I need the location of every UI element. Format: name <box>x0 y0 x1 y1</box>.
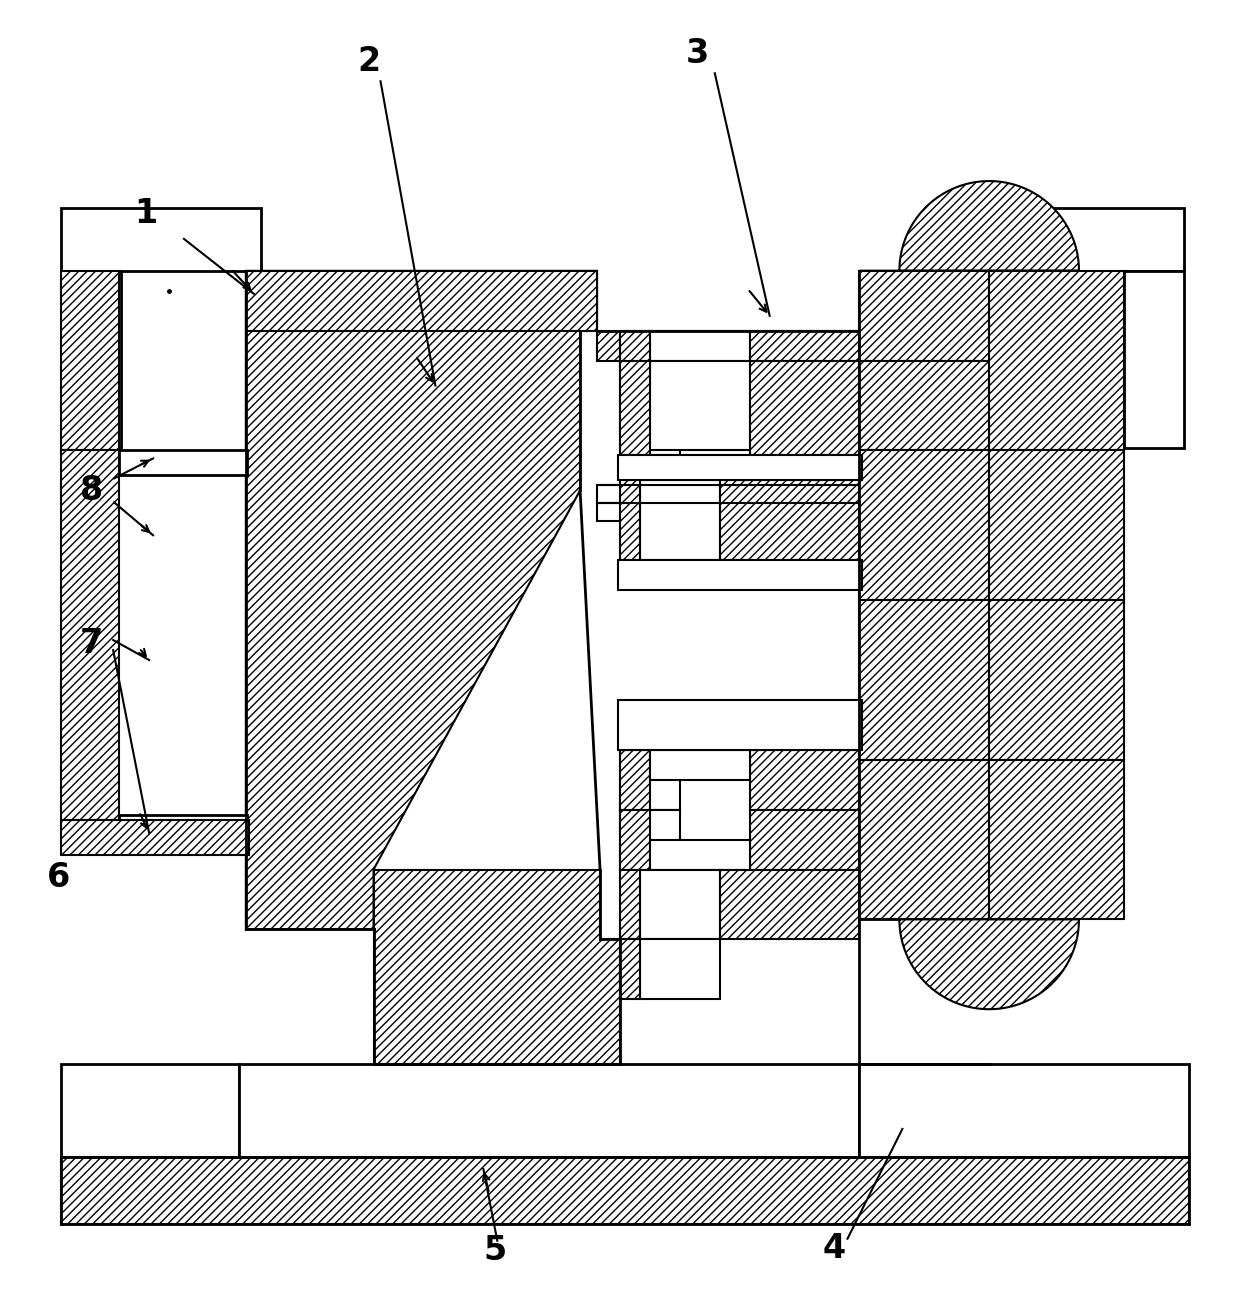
Polygon shape <box>246 271 597 331</box>
Polygon shape <box>61 450 119 819</box>
Polygon shape <box>639 480 720 560</box>
Text: 2: 2 <box>357 45 381 77</box>
Polygon shape <box>620 940 639 999</box>
Polygon shape <box>720 480 860 560</box>
Polygon shape <box>989 271 1123 450</box>
Polygon shape <box>620 331 649 361</box>
Polygon shape <box>989 600 1123 759</box>
Bar <box>984 208 1184 271</box>
Polygon shape <box>860 361 989 450</box>
Polygon shape <box>750 750 860 810</box>
Text: 4: 4 <box>824 1232 846 1266</box>
Polygon shape <box>649 331 750 361</box>
Polygon shape <box>639 869 720 940</box>
Polygon shape <box>61 271 119 450</box>
Bar <box>1123 271 1184 449</box>
Bar <box>119 450 246 475</box>
Polygon shape <box>373 869 620 1064</box>
Polygon shape <box>989 759 1123 919</box>
Text: 1: 1 <box>134 198 158 230</box>
Bar <box>119 835 246 852</box>
Bar <box>61 271 121 449</box>
Bar <box>119 814 246 835</box>
Polygon shape <box>620 869 639 940</box>
Bar <box>597 486 860 504</box>
Text: 5: 5 <box>484 1234 506 1267</box>
Polygon shape <box>620 340 680 401</box>
Text: 6: 6 <box>46 861 70 894</box>
Polygon shape <box>720 869 860 940</box>
Polygon shape <box>620 810 649 869</box>
Polygon shape <box>620 750 680 810</box>
Polygon shape <box>860 600 989 759</box>
Text: 8: 8 <box>80 474 103 507</box>
Polygon shape <box>860 450 989 600</box>
Polygon shape <box>649 750 750 780</box>
Bar <box>597 504 860 521</box>
Polygon shape <box>61 819 249 855</box>
Bar <box>618 456 862 480</box>
Text: 3: 3 <box>687 37 709 69</box>
Polygon shape <box>649 839 750 869</box>
Bar <box>618 700 862 750</box>
Polygon shape <box>750 331 860 361</box>
Polygon shape <box>620 750 649 810</box>
Polygon shape <box>860 271 989 361</box>
Polygon shape <box>61 1157 1189 1224</box>
Polygon shape <box>597 331 860 361</box>
Polygon shape <box>860 181 1079 271</box>
Polygon shape <box>620 401 680 456</box>
Bar <box>239 1064 860 1157</box>
Polygon shape <box>750 361 860 456</box>
Polygon shape <box>246 271 597 929</box>
Bar <box>61 208 261 271</box>
Polygon shape <box>750 810 860 869</box>
Polygon shape <box>989 450 1123 600</box>
Polygon shape <box>649 361 750 450</box>
Polygon shape <box>860 759 989 919</box>
Bar <box>61 1064 239 1157</box>
Bar <box>860 1064 1189 1157</box>
Polygon shape <box>620 361 649 456</box>
Polygon shape <box>620 810 680 869</box>
Text: 7: 7 <box>80 627 103 660</box>
Polygon shape <box>620 480 639 560</box>
Bar <box>618 560 862 590</box>
Polygon shape <box>639 940 720 999</box>
Polygon shape <box>860 919 1079 1009</box>
